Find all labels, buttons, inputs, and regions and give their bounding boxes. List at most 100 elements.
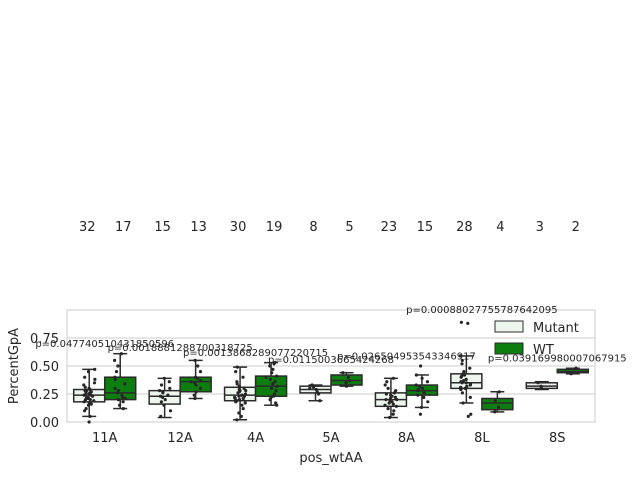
point-wt [416, 393, 420, 397]
point-wt [189, 380, 193, 384]
point-mutant [389, 393, 393, 397]
point-wt [344, 384, 349, 388]
point-mutant [83, 385, 87, 389]
point-mutant [310, 383, 314, 387]
point-wt [268, 377, 272, 381]
point-wt [116, 364, 120, 368]
count-mutant: 15 [154, 220, 171, 235]
count-wt: 19 [266, 220, 283, 235]
point-wt [113, 375, 117, 379]
point-mutant [386, 386, 390, 390]
point-mutant [394, 404, 398, 408]
point-wt [493, 399, 497, 403]
point-mutant [235, 365, 239, 369]
x-tick-labels: 11A 12A 4A 5A 8A 8L 8S [92, 431, 566, 446]
point-mutant [237, 398, 242, 402]
legend[interactable]: Mutant WT [494, 320, 579, 358]
point-wt [194, 375, 198, 379]
point-wt [116, 389, 121, 393]
point-mutant [92, 399, 96, 403]
point-wt [420, 376, 424, 380]
point-wt [119, 352, 123, 356]
point-wt [275, 384, 279, 388]
y-tick-label: 0.25 [30, 388, 59, 403]
x-tick-label: 5A [322, 431, 339, 446]
point-mutant [458, 354, 462, 358]
point-mutant [86, 370, 91, 374]
point-mutant [391, 402, 395, 406]
point-mutant [465, 384, 469, 388]
point-mutant [93, 367, 97, 371]
point-mutant [159, 383, 164, 387]
point-mutant [237, 384, 241, 388]
point-wt [268, 364, 272, 368]
pvalue-label: p=0.0115003665424268 [268, 355, 394, 366]
point-mutant [459, 385, 463, 389]
point-mutant [168, 409, 173, 413]
point-mutant [469, 412, 473, 416]
point-wt [123, 382, 127, 386]
point-mutant [242, 394, 246, 398]
point-mutant [384, 392, 388, 396]
sample-counts: 32 15 30 8 23 28 3 17 13 19 5 15 4 2 [79, 220, 580, 235]
point-wt [194, 390, 198, 394]
point-mutant [234, 370, 238, 374]
point-mutant [459, 320, 463, 324]
point-mutant [466, 414, 470, 418]
point-wt [344, 381, 348, 385]
point-wt [274, 401, 278, 405]
point-mutant [158, 394, 163, 398]
point-wt [270, 386, 274, 390]
box-wt-11A [103, 352, 137, 410]
x-tick-label: 8A [398, 431, 415, 446]
count-mutant: 30 [230, 220, 247, 235]
point-wt [414, 373, 418, 377]
point-wt [271, 367, 275, 371]
point-wt [193, 358, 197, 362]
point-mutant [241, 407, 245, 411]
point-mutant [468, 382, 473, 386]
point-mutant [462, 370, 466, 374]
point-wt [425, 380, 429, 384]
point-mutant [392, 409, 396, 413]
point-mutant [464, 377, 468, 381]
box-iqr [103, 376, 137, 401]
point-mutant [539, 384, 543, 388]
pvalue-label: p=0.026504953543346917 [337, 351, 476, 362]
point-mutant [235, 380, 239, 384]
pvalue-annotations: p=0.047740510431850596p=0.00188812887003… [35, 305, 626, 366]
y-tick-label: 0.50 [30, 360, 59, 375]
point-mutant [388, 396, 392, 401]
point-wt [272, 392, 277, 396]
count-wt: 2 [572, 220, 580, 235]
point-wt [420, 386, 424, 390]
legend-swatch-mutant [494, 320, 524, 333]
pvalue-label: p=0.039169980007067915 [488, 354, 627, 365]
point-mutant [460, 358, 464, 362]
point-mutant [384, 398, 388, 402]
point-wt [493, 410, 497, 414]
point-mutant [233, 395, 237, 399]
point-wt [272, 361, 277, 365]
point-wt [416, 387, 420, 392]
point-wt [116, 398, 120, 402]
point-wt [193, 396, 197, 401]
count-mutant: 3 [536, 220, 544, 235]
point-wt [422, 391, 426, 395]
point-wt [273, 380, 277, 384]
point-mutant [462, 379, 466, 383]
point-wt [198, 370, 203, 374]
point-mutant [383, 383, 387, 387]
x-tick-label: 4A [247, 431, 264, 446]
point-wt [264, 375, 268, 379]
point-mutant [89, 402, 93, 406]
point-mutant [463, 386, 467, 390]
x-tick-label: 11A [92, 431, 118, 446]
point-mutant [168, 386, 172, 390]
count-wt: 13 [190, 220, 207, 235]
point-mutant [460, 362, 464, 366]
point-mutant [240, 393, 244, 397]
point-wt [198, 386, 203, 390]
x-tick-label: 8L [474, 431, 490, 446]
